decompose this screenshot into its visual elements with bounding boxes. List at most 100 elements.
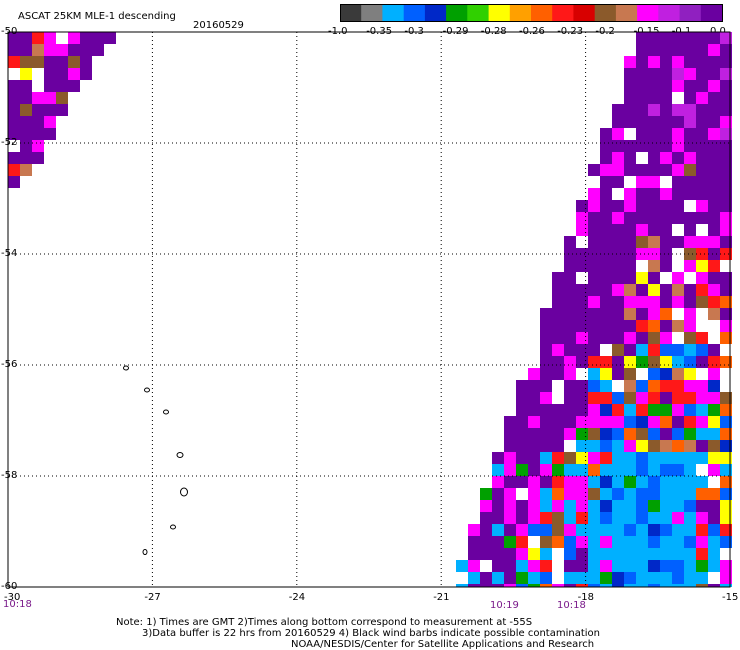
wind-cell — [636, 416, 648, 428]
wind-cell — [564, 392, 576, 404]
wind-cell — [564, 584, 576, 587]
wind-cell — [636, 500, 648, 512]
note-line-2: 3)Data buffer is 22 hrs from 20160529 4)… — [142, 628, 600, 639]
wind-cell — [552, 368, 564, 380]
wind-cell — [516, 392, 528, 404]
wind-cell — [20, 32, 32, 44]
wind-cell — [696, 116, 708, 128]
wind-cell — [624, 452, 636, 464]
wind-cell — [20, 68, 32, 80]
wind-cell — [648, 368, 660, 380]
wind-cell — [624, 176, 636, 188]
color-scale-swatch — [424, 5, 447, 21]
wind-cell — [564, 560, 576, 572]
wind-cell — [624, 284, 636, 296]
wind-cell — [684, 476, 696, 488]
wind-cell — [708, 356, 720, 368]
wind-cell — [600, 488, 612, 500]
wind-cell — [576, 344, 588, 356]
wind-cell — [660, 476, 672, 488]
wind-cell — [708, 488, 720, 500]
wind-cell — [44, 32, 56, 44]
wind-cell — [636, 284, 648, 296]
wind-cell — [540, 476, 552, 488]
wind-cell — [720, 308, 732, 320]
wind-cell — [684, 560, 696, 572]
wind-cell — [612, 584, 624, 587]
wind-cell — [708, 452, 720, 464]
wind-cell — [8, 104, 20, 116]
wind-cell — [576, 248, 588, 260]
wind-cell — [80, 44, 92, 56]
wind-cell — [552, 392, 564, 404]
wind-cell — [576, 548, 588, 560]
wind-cell — [516, 500, 528, 512]
wind-cell — [600, 296, 612, 308]
wind-cell — [588, 452, 600, 464]
wind-cell — [648, 248, 660, 260]
wind-cell — [720, 188, 732, 200]
wind-cell — [612, 452, 624, 464]
wind-cell — [612, 116, 624, 128]
latitude-label: -52 — [1, 137, 18, 148]
wind-cell — [588, 344, 600, 356]
wind-cell — [720, 152, 732, 164]
wind-cell — [696, 164, 708, 176]
wind-cell — [8, 80, 20, 92]
wind-cell — [684, 80, 696, 92]
wind-cell — [504, 560, 516, 572]
wind-cell — [648, 272, 660, 284]
wind-cell — [636, 524, 648, 536]
wind-cell — [68, 92, 80, 104]
wind-cell — [576, 512, 588, 524]
wind-cell — [600, 248, 612, 260]
color-scale-swatch — [467, 5, 490, 21]
wind-cell — [672, 536, 684, 548]
wind-cell — [564, 500, 576, 512]
wind-cell — [720, 224, 732, 236]
wind-cell — [708, 140, 720, 152]
wind-cell — [56, 56, 68, 68]
wind-cell — [648, 200, 660, 212]
wind-cell — [624, 332, 636, 344]
wind-cell — [624, 512, 636, 524]
wind-cell — [504, 536, 516, 548]
wind-cell — [636, 260, 648, 272]
wind-cell — [540, 548, 552, 560]
latitude-label: -54 — [1, 248, 18, 259]
wind-cell — [588, 272, 600, 284]
wind-cell — [456, 572, 468, 584]
wind-cell — [720, 176, 732, 188]
wind-cell — [612, 428, 624, 440]
wind-cell — [516, 524, 528, 536]
wind-cell — [708, 320, 720, 332]
wind-cell — [564, 320, 576, 332]
wind-cell — [636, 164, 648, 176]
wind-cell — [540, 488, 552, 500]
wind-cell — [564, 428, 576, 440]
wind-cell — [600, 464, 612, 476]
wind-cell — [720, 380, 732, 392]
wind-cell — [612, 212, 624, 224]
wind-cell — [684, 428, 696, 440]
wind-cell — [624, 56, 636, 68]
wind-cell — [684, 272, 696, 284]
wind-cell — [636, 224, 648, 236]
wind-cell — [660, 404, 672, 416]
wind-cell — [588, 416, 600, 428]
wind-cell — [636, 44, 648, 56]
wind-cell — [696, 68, 708, 80]
wind-cell — [720, 476, 732, 488]
wind-cell — [708, 104, 720, 116]
wind-cell — [672, 44, 684, 56]
wind-cell — [636, 512, 648, 524]
wind-cell — [672, 212, 684, 224]
wind-cell — [456, 560, 468, 572]
wind-cell — [56, 80, 68, 92]
wind-cell — [528, 428, 540, 440]
wind-cell — [720, 56, 732, 68]
wind-cell — [684, 44, 696, 56]
wind-cell — [480, 548, 492, 560]
wind-cell — [44, 56, 56, 68]
wind-cell — [600, 584, 612, 587]
